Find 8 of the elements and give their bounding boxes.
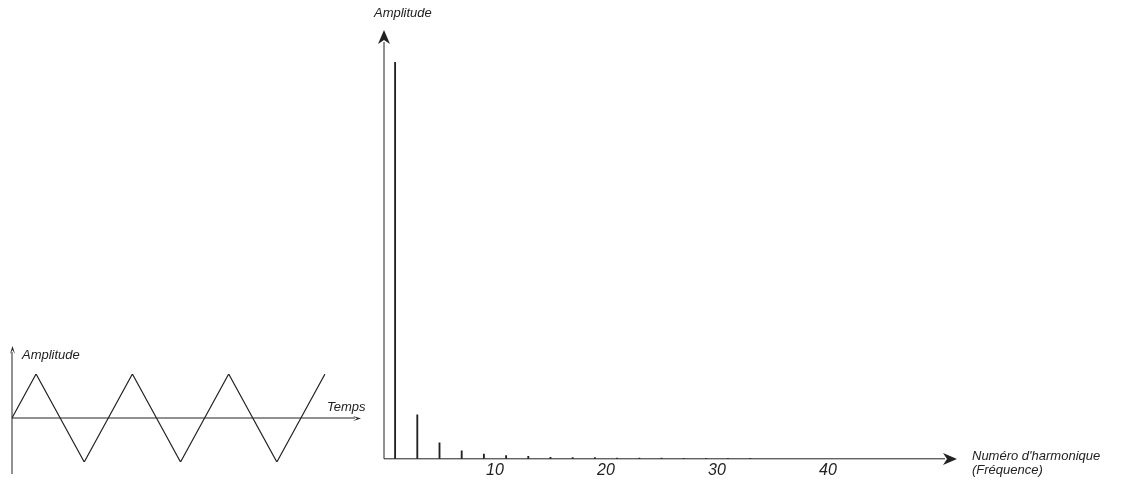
x-tick-label: 30	[708, 460, 726, 478]
y-axis-title: Amplitude	[374, 5, 432, 20]
x-axis-title: Numéro d'harmonique (Fréquence)	[972, 448, 1102, 477]
x-tick-label: 10	[486, 460, 504, 478]
y-axis-title: Amplitude	[22, 347, 80, 362]
x-axis-title: Temps	[327, 399, 366, 414]
x-tick-label: 40	[819, 460, 837, 478]
x-tick-label: 20	[596, 460, 615, 478]
